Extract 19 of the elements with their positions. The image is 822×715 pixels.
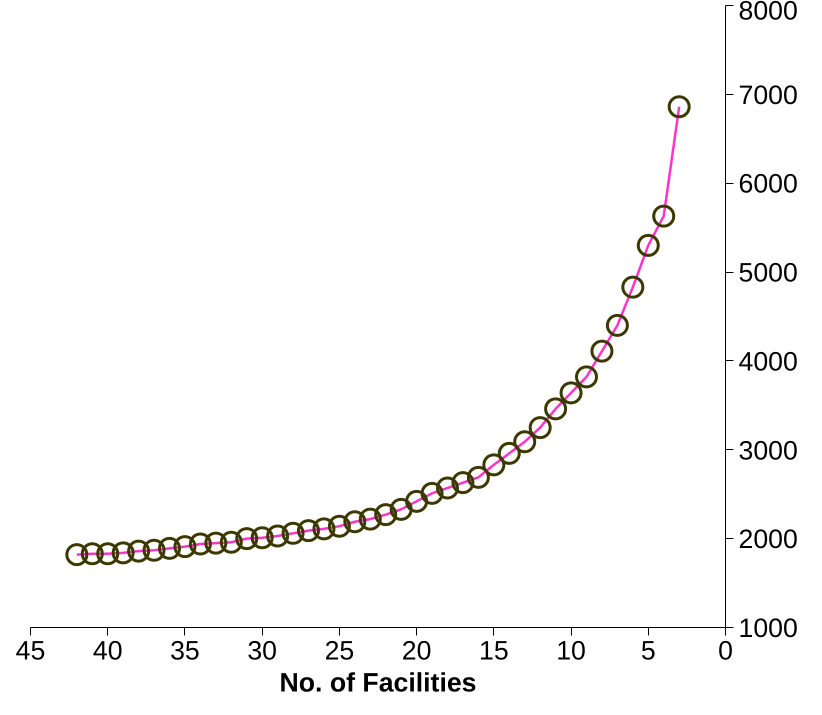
- x-tick-label: 35: [170, 636, 200, 666]
- y-tick-label: 7000: [738, 80, 798, 110]
- x-tick-label: 10: [556, 636, 586, 666]
- y-tick-label: 2000: [738, 524, 798, 554]
- x-tick-label: 15: [479, 636, 509, 666]
- x-tick-label: 45: [16, 636, 46, 666]
- y-tick-label: 1000: [738, 613, 798, 643]
- x-tick-label: 20: [402, 636, 432, 666]
- x-tick-label: 0: [718, 636, 733, 666]
- y-tick-label: 6000: [738, 168, 798, 199]
- y-tick-label: 3000: [738, 435, 798, 466]
- x-tick-label: 30: [247, 636, 277, 666]
- x-axis-title: No. of Facilities: [280, 668, 477, 698]
- x-tick-label: 5: [640, 636, 656, 666]
- y-tick-label: 4000: [738, 346, 798, 376]
- x-tick-label: 25: [324, 636, 354, 666]
- x-tick-label: 40: [92, 636, 123, 666]
- y-tick-label: 8000: [738, 0, 798, 26]
- y-tick-label: 5000: [738, 258, 798, 288]
